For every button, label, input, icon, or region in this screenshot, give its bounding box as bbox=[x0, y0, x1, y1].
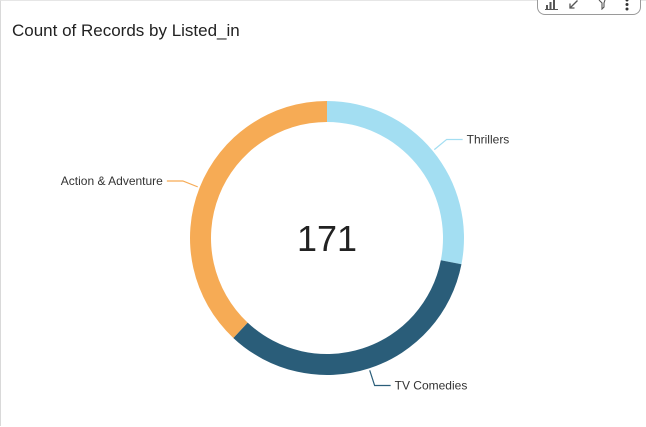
leader-line-tv-comedies bbox=[369, 370, 391, 387]
bar-chart-icon[interactable] bbox=[544, 0, 560, 10]
collapse-arrow-icon[interactable] bbox=[566, 0, 580, 10]
slice-label-action-adventure: Action & Adventure bbox=[61, 174, 163, 188]
donut-slice-thrillers[interactable] bbox=[327, 101, 464, 265]
donut-center-total: 171 bbox=[297, 218, 357, 259]
more-options-icon[interactable] bbox=[622, 0, 632, 10]
donut-slice-action-adventure[interactable] bbox=[190, 101, 327, 338]
donut-slice-tv-comedies[interactable] bbox=[233, 260, 462, 375]
filter-icon[interactable] bbox=[596, 0, 608, 10]
slice-label-tv-comedies: TV Comedies bbox=[395, 379, 468, 393]
visual-toolbar bbox=[537, 0, 641, 15]
chart-title: Count of Records by Listed_in bbox=[12, 21, 240, 40]
leader-line-action-adventure bbox=[166, 180, 198, 188]
leader-line-thrillers bbox=[433, 138, 463, 151]
slice-label-thrillers: Thrillers bbox=[467, 132, 510, 146]
